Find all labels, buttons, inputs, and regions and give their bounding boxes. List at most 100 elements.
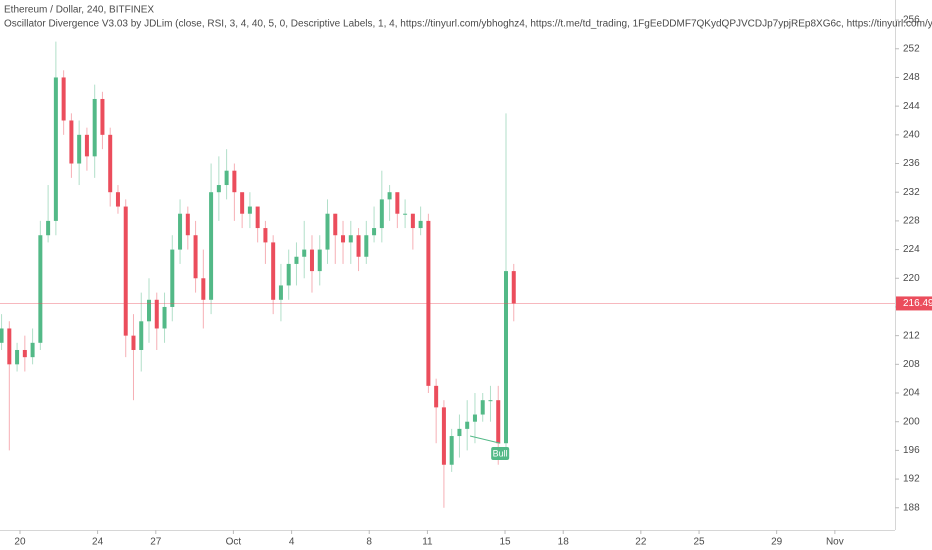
chart-title: Ethereum / Dollar, 240, BITFINEX bbox=[4, 5, 154, 16]
candle-body bbox=[240, 192, 245, 214]
candle-body bbox=[364, 235, 369, 257]
last-price-label: 216.49 bbox=[903, 298, 932, 309]
candle-body bbox=[115, 192, 120, 207]
candle-body bbox=[395, 192, 400, 214]
candle-body bbox=[341, 235, 346, 243]
divergence-line bbox=[469, 435, 501, 444]
candle-body bbox=[162, 306, 167, 329]
y-tick-label: 204 bbox=[903, 388, 920, 399]
candle-body bbox=[480, 400, 485, 415]
candle-body bbox=[511, 271, 516, 304]
y-tick-label: 232 bbox=[903, 187, 920, 198]
y-tick-label: 212 bbox=[903, 330, 920, 341]
candle-body bbox=[216, 185, 221, 193]
candle-body bbox=[294, 256, 299, 264]
candle-body bbox=[410, 213, 415, 229]
candle-body bbox=[379, 199, 384, 229]
y-tick-label: 240 bbox=[903, 129, 920, 140]
candle-body bbox=[449, 436, 454, 465]
candle-body bbox=[387, 192, 392, 200]
candle-body bbox=[247, 206, 252, 214]
candle-body bbox=[100, 98, 105, 135]
y-tick-label: 256 bbox=[903, 15, 920, 26]
candle-body bbox=[123, 206, 128, 336]
candle-body bbox=[255, 206, 260, 229]
candle-body bbox=[232, 170, 237, 193]
candle-body bbox=[178, 213, 183, 250]
candle-body bbox=[263, 228, 268, 243]
candle-body bbox=[92, 98, 97, 157]
candle-body bbox=[465, 421, 470, 429]
candle-body bbox=[77, 134, 82, 164]
candle-body bbox=[61, 77, 66, 121]
candle-body bbox=[403, 213, 408, 215]
y-tick-label: 200 bbox=[903, 416, 920, 427]
x-tick-label: Nov bbox=[826, 537, 844, 548]
y-tick-label: 236 bbox=[903, 158, 920, 169]
last-price-box bbox=[896, 296, 932, 311]
candle-body bbox=[457, 428, 462, 437]
y-tick-label: 224 bbox=[903, 244, 920, 255]
candle-body bbox=[309, 249, 314, 272]
candle-body bbox=[372, 228, 377, 236]
candle-body bbox=[356, 235, 361, 257]
y-tick-label: 220 bbox=[903, 273, 920, 284]
annotation-box bbox=[491, 446, 510, 460]
candle-body bbox=[472, 414, 477, 422]
y-tick-label: 196 bbox=[903, 445, 920, 456]
y-tick-label: 228 bbox=[903, 216, 920, 227]
candle-body bbox=[503, 271, 508, 444]
indicator-label: Oscillator Divergence V3.03 by JDLim (cl… bbox=[4, 19, 932, 30]
y-tick-label: 208 bbox=[903, 359, 920, 370]
candle-body bbox=[108, 134, 113, 193]
candle-body bbox=[441, 407, 446, 465]
candle-body bbox=[84, 134, 89, 157]
candle-body bbox=[139, 321, 144, 350]
x-tick-label: 15 bbox=[499, 537, 511, 548]
candle-body bbox=[154, 299, 159, 329]
candle-body bbox=[201, 278, 206, 300]
candle-body bbox=[0, 328, 4, 343]
y-tick-label: 192 bbox=[903, 474, 920, 485]
candle-body bbox=[209, 192, 214, 300]
candle-body bbox=[147, 299, 152, 322]
annotation-label: Bull bbox=[493, 448, 508, 458]
candle-body bbox=[185, 213, 190, 236]
candle-body bbox=[53, 77, 58, 221]
candle-body bbox=[426, 220, 431, 386]
y-tick-label: 248 bbox=[903, 72, 920, 83]
candle-body bbox=[325, 213, 330, 250]
candle-body bbox=[434, 385, 439, 408]
candle-body bbox=[30, 342, 35, 358]
y-tick-label: 252 bbox=[903, 43, 920, 54]
x-tick-label: 18 bbox=[558, 537, 570, 548]
x-tick-label: 11 bbox=[422, 537, 433, 548]
candle-body bbox=[348, 235, 353, 243]
x-tick-label: Oct bbox=[226, 537, 242, 548]
candle-body bbox=[224, 170, 229, 186]
y-tick-label: 188 bbox=[903, 502, 920, 513]
x-tick-label: 29 bbox=[771, 537, 783, 548]
candle-body bbox=[278, 285, 283, 300]
x-tick-label: 27 bbox=[150, 537, 162, 548]
candle-body bbox=[333, 213, 338, 236]
candle-body bbox=[15, 349, 20, 365]
candle-body bbox=[302, 249, 307, 257]
candle-body bbox=[22, 349, 27, 358]
candle-body bbox=[317, 249, 322, 272]
x-tick-label: 8 bbox=[366, 537, 372, 548]
candle-body bbox=[286, 263, 291, 286]
x-tick-label: 20 bbox=[14, 537, 26, 548]
candle-body bbox=[131, 335, 136, 350]
candle-body bbox=[46, 220, 51, 236]
candle-body bbox=[170, 249, 175, 307]
candle-body bbox=[496, 400, 501, 444]
y-tick-label: 244 bbox=[903, 101, 920, 112]
candle-body bbox=[69, 120, 74, 164]
x-tick-label: 25 bbox=[693, 537, 705, 548]
x-tick-label: 24 bbox=[92, 537, 104, 548]
candle-body bbox=[38, 235, 43, 343]
